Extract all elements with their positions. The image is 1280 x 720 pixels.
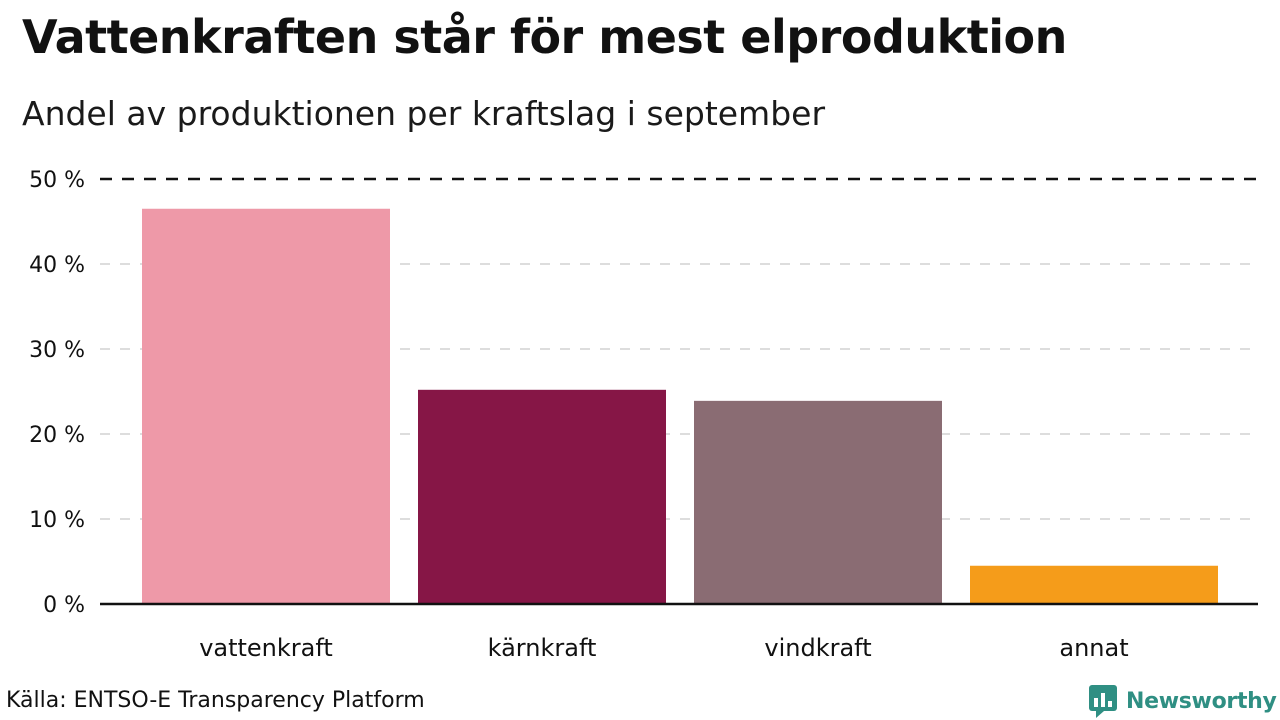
y-tick-label: 50 % xyxy=(29,168,85,193)
x-tick-label: vattenkraft xyxy=(199,634,333,662)
chart-subtitle: Andel av produktionen per kraftslag i se… xyxy=(22,94,826,133)
source-note: Källa: ENTSO-E Transparency Platform xyxy=(6,688,425,713)
x-tick-label: vindkraft xyxy=(764,634,871,662)
y-tick-label: 30 % xyxy=(29,338,85,363)
newsworthy-logo-icon xyxy=(1089,685,1117,718)
y-tick-label: 40 % xyxy=(29,253,85,278)
brand-logo[interactable]: Newsworthy xyxy=(1088,683,1277,719)
y-tick-label: 20 % xyxy=(29,423,85,448)
bar-annat[interactable] xyxy=(970,565,1218,604)
bars xyxy=(142,208,1218,604)
y-tick-label: 10 % xyxy=(29,508,85,533)
tick-labels: 0 % 10 % 20 % 30 % 40 % 50 % vattenkraft kärnkr… xyxy=(29,168,1129,662)
x-tick-label: kärnkraft xyxy=(488,634,597,662)
gridlines xyxy=(100,177,1258,520)
x-tick-label: annat xyxy=(1059,634,1128,662)
y-tick-label: 0 % xyxy=(43,593,85,618)
bar-vattenkraft[interactable] xyxy=(142,208,390,604)
bar-chart: 0 % 10 % 20 % 30 % 40 % 50 % vattenkraft kärnkr… xyxy=(29,168,1258,662)
brand-name: Newsworthy xyxy=(1126,688,1277,714)
chart-title: Vattenkraften står för mest elproduktion xyxy=(22,10,1067,64)
bar-vindkraft[interactable] xyxy=(694,400,942,604)
bar-kärnkraft[interactable] xyxy=(418,389,666,604)
